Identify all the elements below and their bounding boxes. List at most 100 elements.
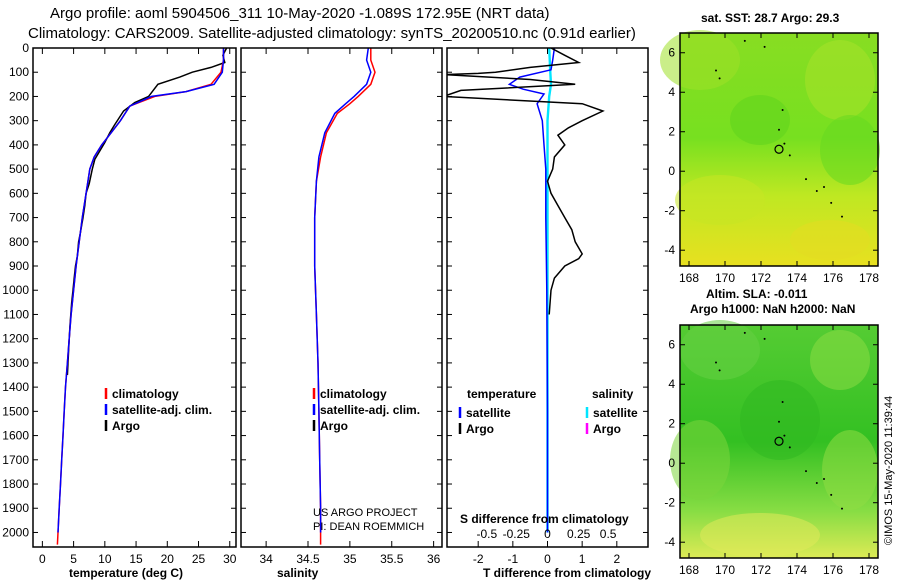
island-dot — [743, 39, 746, 42]
island-dot — [805, 178, 807, 181]
panel-frame — [240, 47, 443, 548]
x-tick-label: 15 — [129, 552, 143, 566]
y-tick-label: 100 — [9, 65, 29, 79]
map-y-tick-label: -4 — [664, 535, 675, 549]
x-tick-label: 34 — [259, 552, 273, 566]
map-x-tick-label: 170 — [715, 271, 735, 285]
x-tick-label: 25 — [192, 552, 206, 566]
legend-header-salinity: salinity — [592, 387, 634, 401]
series-group — [447, 48, 605, 533]
series-line-satellite-adj-clim- — [57, 48, 225, 533]
difference-panel: -2 -1 0 1 2T difference from climatology temp… — [446, 47, 651, 580]
s-tick-label: 0.5 — [600, 527, 617, 541]
x-tick-label: 20 — [161, 552, 175, 566]
island-dot — [788, 446, 791, 449]
map-texture — [675, 175, 765, 225]
island-dot — [715, 69, 717, 72]
map-y-tick-label: -4 — [664, 243, 675, 257]
map-y-tick-label: 2 — [668, 125, 675, 139]
y-tick-label: 700 — [9, 211, 29, 225]
y-tick-label: 1100 — [3, 307, 29, 321]
map-x-tick-label: 174 — [787, 563, 807, 577]
x-axis-label: temperature (deg C) — [69, 566, 183, 580]
imos-stamp: ©IMOS 15-May-2020 11:39:44 — [883, 395, 895, 545]
panel-frame — [446, 47, 649, 548]
map-x-tick-label: 174 — [787, 271, 807, 285]
map-texture — [730, 95, 790, 145]
island-dot — [815, 189, 818, 192]
legend-label: Argo — [320, 419, 348, 433]
island-dot — [841, 215, 843, 218]
map-x-tick-label: 178 — [859, 563, 879, 577]
map-x-tick-label: 172 — [751, 271, 771, 285]
island-dot — [783, 434, 786, 437]
series-line-climatology — [313, 48, 376, 545]
y-tick-label: 1700 — [2, 453, 29, 467]
sla-map-title-line2: Argo h1000: NaN h2000: NaN — [690, 302, 856, 316]
island-dot — [715, 361, 717, 364]
y-tick-label: 900 — [9, 259, 29, 273]
island-dot — [841, 507, 843, 510]
y-tick-label: 1600 — [2, 429, 29, 443]
island-dot — [763, 45, 766, 48]
island-dot — [823, 186, 825, 189]
sla-map-title-line1: Altim. SLA: -0.011 — [706, 287, 808, 301]
x-tick-label: -1 — [508, 552, 519, 566]
map-texture — [740, 380, 820, 460]
map-y-tick-label: 0 — [668, 456, 675, 470]
legend-label: Argo — [466, 422, 494, 436]
x-axis-label: T difference from climatology — [483, 566, 651, 580]
project-annotation: PI: DEAN ROEMMICH — [313, 521, 424, 533]
island-dot — [778, 128, 780, 131]
legend-label: Argo — [593, 422, 621, 436]
map-texture — [700, 513, 820, 557]
y-tick-label: 1500 — [2, 404, 29, 418]
map-texture — [790, 220, 870, 260]
map-texture — [820, 115, 880, 185]
map-x-tick-label: 178 — [859, 271, 879, 285]
s-tick-label: 0 — [544, 527, 551, 541]
y-tick-label: 1900 — [2, 501, 29, 515]
project-annotation: US ARGO PROJECT — [313, 507, 418, 519]
map-texture — [805, 40, 875, 120]
map-y-tick-label: -2 — [664, 496, 675, 510]
s-tick-label: -0.25 — [503, 527, 531, 541]
map-texture — [670, 420, 730, 500]
island-dot — [718, 77, 721, 80]
island-dot — [788, 154, 791, 157]
x-tick-label: -2 — [473, 552, 484, 566]
island-dot — [830, 493, 833, 496]
map-y-tick-label: 4 — [668, 85, 675, 99]
map-y-tick-label: -2 — [664, 204, 675, 218]
island-dot — [830, 201, 833, 204]
island-dot — [781, 109, 784, 112]
x-tick-label: 0 — [544, 552, 551, 566]
y-tick-label: 500 — [9, 162, 29, 176]
map-y-tick-label: 6 — [668, 46, 675, 60]
map-y-tick-label: 0 — [668, 164, 675, 178]
island-dot — [823, 478, 825, 481]
legend-label: satellite-adj. clim. — [112, 403, 212, 417]
series-line-climatology — [56, 48, 225, 545]
s-tick-label: 0.25 — [567, 527, 591, 541]
x-axis-label: salinity — [277, 566, 319, 580]
legend-header-temperature: temperature — [467, 387, 537, 401]
map-x-tick-label: 168 — [679, 271, 699, 285]
sst-map-title: sat. SST: 28.7 Argo: 29.3 — [701, 11, 840, 25]
map-y-tick-label: 6 — [668, 338, 675, 352]
y-tick-label: 400 — [9, 138, 29, 152]
map-y-tick-label: 4 — [668, 377, 675, 391]
y-tick-label: 1400 — [2, 380, 29, 394]
legend-label: climatology — [320, 387, 387, 401]
panel-frame — [32, 47, 237, 548]
island-dot — [763, 337, 766, 340]
map-x-tick-label: 176 — [823, 271, 843, 285]
island-dot — [718, 369, 721, 372]
y-tick-label: 200 — [9, 89, 29, 103]
legend-label: satellite-adj. clim. — [320, 403, 420, 417]
sst-map: 6 4 2 0 -2 -4 168 170 172 174 176 178 — [660, 30, 880, 285]
x-tick-label: 1 — [579, 552, 586, 566]
y-tick-label: 1000 — [2, 283, 29, 297]
